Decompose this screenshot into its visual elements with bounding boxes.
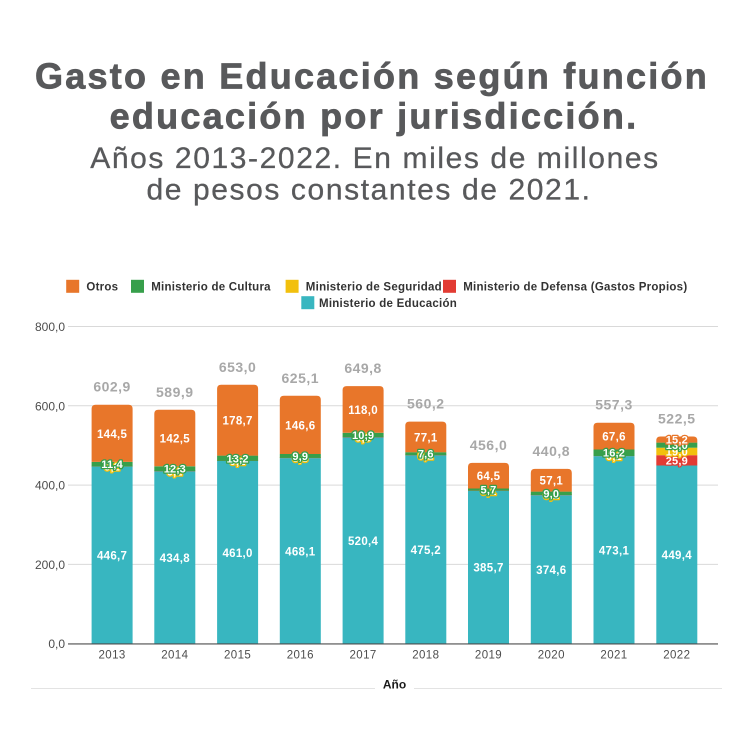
svg-text:0,2: 0,2 [606, 451, 622, 463]
svg-text:13,0: 13,0 [666, 440, 688, 452]
svg-text:118,0: 118,0 [348, 405, 378, 417]
svg-text:522,5: 522,5 [658, 411, 696, 427]
svg-text:2020: 2020 [538, 650, 565, 662]
svg-text:473,1: 473,1 [599, 545, 630, 557]
svg-text:475,2: 475,2 [411, 545, 441, 557]
svg-text:520,4: 520,4 [348, 536, 379, 548]
svg-text:Años 2013-2022. En miles de mi: Años 2013-2022. En miles de millones [90, 142, 660, 175]
svg-text:374,6: 374,6 [536, 565, 566, 577]
svg-text:144,5: 144,5 [97, 429, 128, 441]
svg-text:385,7: 385,7 [473, 563, 503, 575]
svg-text:15,2: 15,2 [665, 435, 689, 447]
svg-text:446,7: 446,7 [97, 551, 127, 563]
svg-text:25,9: 25,9 [666, 455, 688, 467]
svg-text:Otros: Otros [86, 282, 118, 294]
svg-text:0,1: 0,1 [481, 486, 497, 498]
svg-text:Ministerio de Seguridad: Ministerio de Seguridad [306, 282, 442, 294]
svg-text:0,0: 0,0 [48, 637, 65, 651]
svg-text:0,3: 0,3 [355, 432, 371, 444]
svg-text:11,4: 11,4 [101, 459, 123, 471]
svg-text:2022: 2022 [663, 650, 690, 662]
svg-text:16,2: 16,2 [603, 448, 625, 460]
svg-text:2014: 2014 [161, 650, 188, 662]
svg-text:461,0: 461,0 [222, 548, 252, 560]
svg-text:653,0: 653,0 [219, 359, 257, 375]
svg-text:5,7: 5,7 [481, 485, 497, 497]
svg-text:2015: 2015 [224, 650, 251, 662]
svg-text:0,1: 0,1 [230, 456, 246, 468]
svg-text:2017: 2017 [350, 650, 377, 662]
svg-text:0,2: 0,2 [167, 466, 183, 478]
svg-text:2018: 2018 [412, 650, 439, 662]
svg-text:800,0: 800,0 [35, 320, 65, 334]
svg-text:77,1: 77,1 [414, 432, 438, 444]
svg-text:625,1: 625,1 [282, 370, 320, 386]
svg-text:200,0: 200,0 [35, 558, 65, 572]
svg-text:67,6: 67,6 [602, 432, 626, 444]
svg-text:449,4: 449,4 [662, 550, 693, 562]
svg-text:2019: 2019 [475, 650, 502, 662]
svg-text:2016: 2016 [287, 650, 314, 662]
svg-text:Gasto en Educación según funci: Gasto en Educación según función [35, 56, 709, 97]
svg-text:0,1: 0,1 [543, 490, 559, 502]
svg-text:64,5: 64,5 [477, 471, 501, 483]
svg-text:Año: Año [383, 677, 406, 691]
svg-text:57,1: 57,1 [540, 476, 564, 488]
svg-text:Ministerio de Defensa (Gastos: Ministerio de Defensa (Gastos Propios) [463, 282, 687, 294]
svg-text:Ministerio de Cultura: Ministerio de Cultura [151, 282, 271, 294]
svg-text:19,0: 19,0 [666, 447, 688, 459]
svg-text:649,8: 649,8 [344, 360, 382, 376]
svg-text:600,0: 600,0 [35, 399, 65, 413]
svg-text:142,5: 142,5 [160, 434, 191, 446]
svg-text:9,9: 9,9 [292, 451, 308, 463]
svg-text:13,2: 13,2 [226, 453, 248, 465]
svg-text:560,2: 560,2 [407, 396, 445, 412]
svg-text:7,6: 7,6 [418, 449, 434, 461]
svg-text:10,9: 10,9 [352, 430, 374, 442]
svg-text:434,8: 434,8 [160, 553, 191, 565]
svg-text:602,9: 602,9 [93, 379, 131, 395]
svg-text:12,3: 12,3 [164, 464, 186, 476]
svg-text:0,2: 0,2 [418, 450, 434, 462]
svg-text:440,8: 440,8 [533, 443, 571, 459]
svg-text:2013: 2013 [99, 650, 126, 662]
svg-text:2021: 2021 [600, 650, 627, 662]
svg-text:456,0: 456,0 [470, 437, 508, 453]
svg-text:Ministerio de Educación: Ministerio de Educación [319, 298, 457, 310]
svg-text:178,7: 178,7 [222, 416, 252, 428]
svg-text:0,2: 0,2 [104, 462, 120, 474]
svg-text:468,1: 468,1 [285, 546, 316, 558]
svg-text:0,3: 0,3 [292, 453, 308, 465]
svg-text:15,2: 15,2 [666, 435, 688, 447]
svg-text:400,0: 400,0 [35, 479, 65, 493]
svg-text:9,0: 9,0 [543, 488, 559, 500]
svg-text:educación por jurisdicción.: educación por jurisdicción. [110, 95, 639, 136]
svg-text:de pesos constantes de 2021.: de pesos constantes de 2021. [146, 174, 591, 207]
svg-text:589,9: 589,9 [156, 384, 194, 400]
svg-text:557,3: 557,3 [595, 397, 633, 413]
svg-text:146,6: 146,6 [285, 420, 315, 432]
